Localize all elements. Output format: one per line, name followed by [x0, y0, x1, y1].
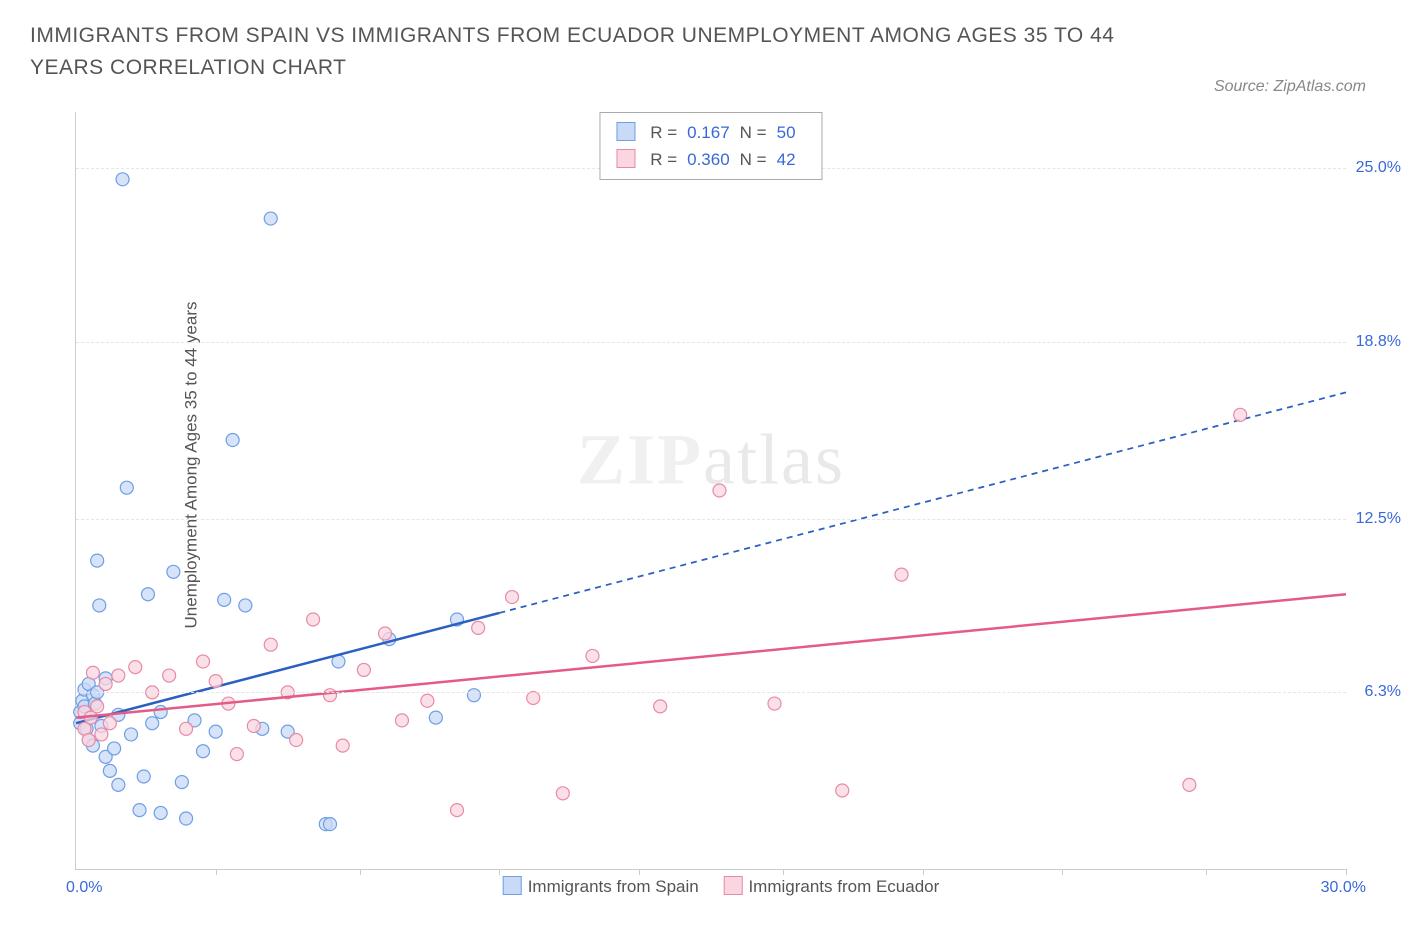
y-tick-label: 6.3% — [1365, 683, 1401, 701]
chart-svg — [76, 112, 1346, 869]
x-axis-series-legend: Immigrants from Spain Immigrants from Ec… — [483, 876, 940, 897]
y-tick-label: 25.0% — [1356, 159, 1401, 177]
square-swatch-icon — [503, 876, 522, 895]
x-axis-max-label: 30.0% — [1321, 879, 1366, 897]
y-tick-label: 18.8% — [1356, 333, 1401, 351]
x-axis-min-label: 0.0% — [66, 879, 102, 897]
stats-legend-box: R =0.167N =50 R =0.360N =42 — [599, 112, 822, 180]
square-swatch-icon — [616, 149, 635, 168]
square-swatch-icon — [723, 876, 742, 895]
chart-title: IMMIGRANTS FROM SPAIN VS IMMIGRANTS FROM… — [30, 20, 1130, 83]
y-tick-label: 12.5% — [1356, 510, 1401, 528]
stats-row-series-b: R =0.360N =42 — [616, 146, 805, 173]
square-swatch-icon — [616, 122, 635, 141]
plot-area: R =0.167N =50 R =0.360N =42 ZIPatlas 0.0… — [75, 112, 1346, 870]
source-attribution: Source: ZipAtlas.com — [1214, 78, 1366, 96]
stats-row-series-a: R =0.167N =50 — [616, 119, 805, 146]
